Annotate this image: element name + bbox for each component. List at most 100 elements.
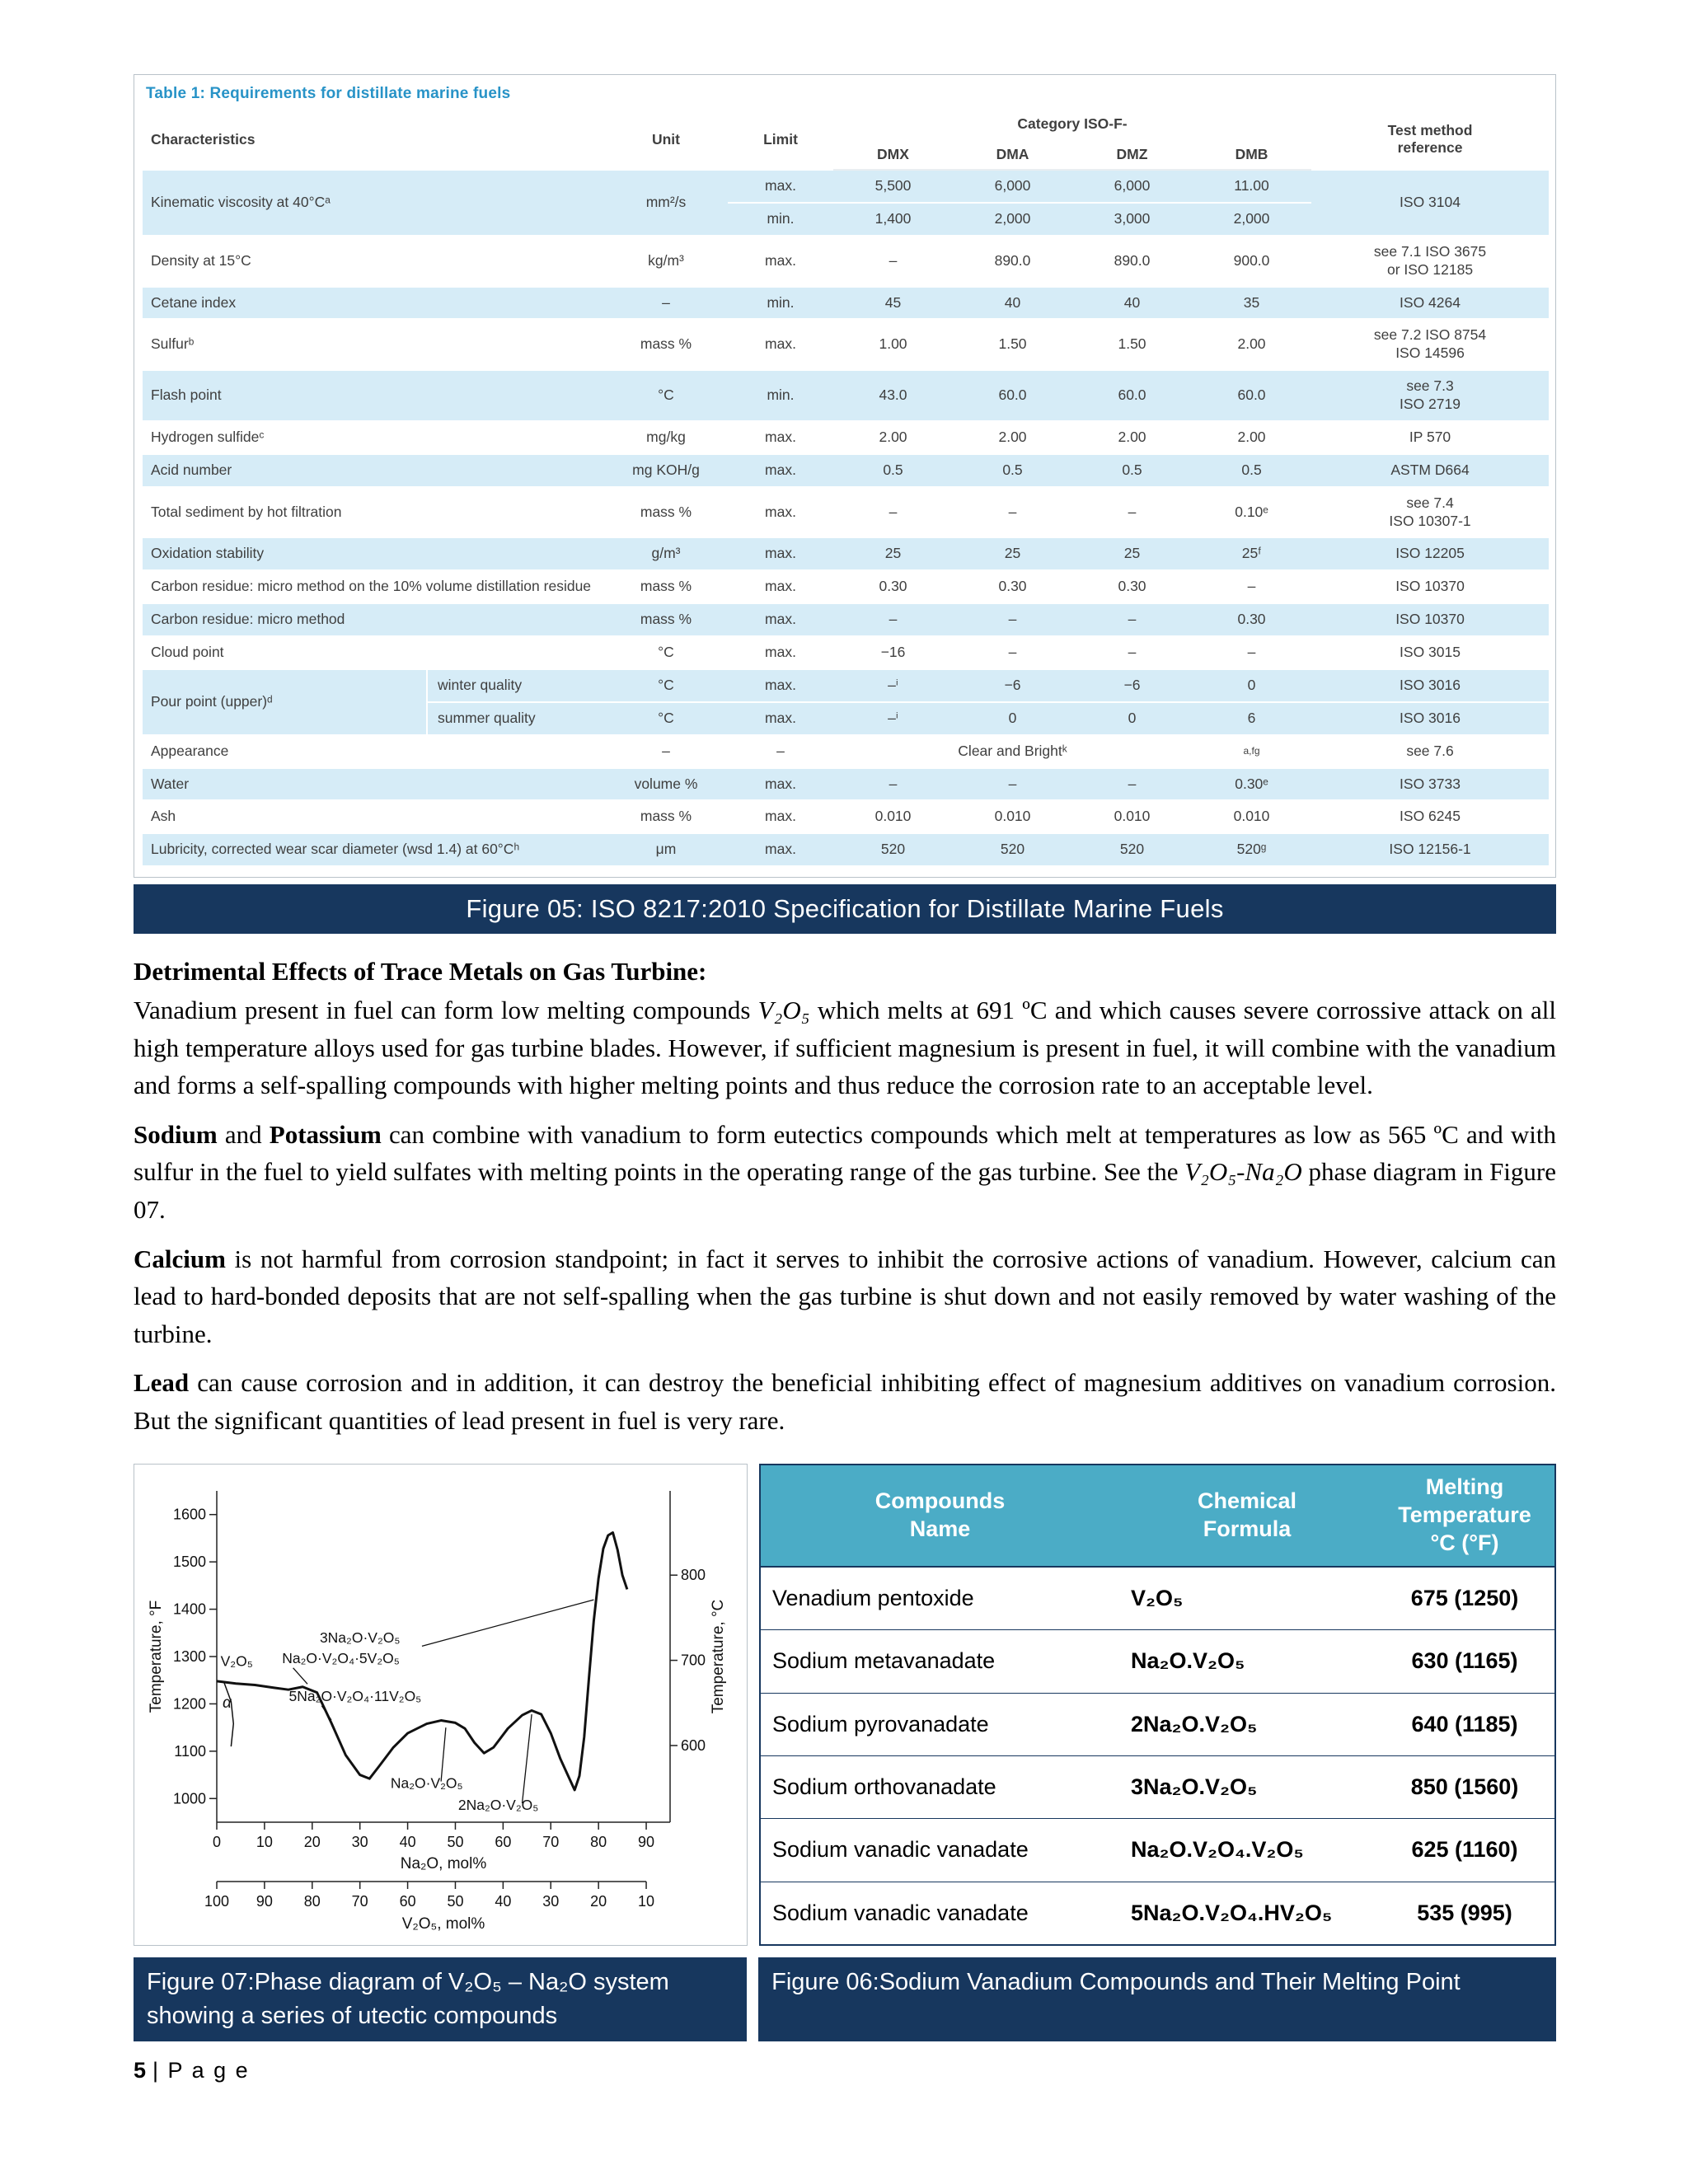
compounds-row: Sodium pyrovanadate 2Na₂O.V₂O₅ 640 (1185) [760, 1692, 1555, 1756]
tick-label: 1100 [174, 1743, 206, 1760]
table-cell: mg KOH/g [604, 453, 728, 487]
tick-label: 800 [681, 1568, 706, 1584]
col-header-compound-name: Compounds Name [760, 1465, 1119, 1568]
chart-annotation: V₂O₅ [221, 1653, 253, 1670]
compound-name: Sodium metavanadate [760, 1629, 1119, 1694]
table-cell: – [1008, 644, 1017, 660]
table-cell: –ⁱ [833, 668, 953, 702]
table-cell: 3,000 [1072, 202, 1192, 236]
text-segment: is not harmful from corrosion standpoint… [134, 1244, 1556, 1348]
table-cell: 0.5 [953, 453, 1072, 487]
table-cell: 25 [953, 537, 1072, 571]
table-row: Pour point (upper)ᵈ winter quality °C max. –… [143, 668, 1550, 735]
table-cell: Clear and Brightᵏ [958, 742, 1067, 759]
col-header-dma: DMA [953, 139, 1072, 171]
paragraph-calcium: Calcium is not harmful from corrosion st… [134, 1240, 1556, 1353]
compound-name: Sodium orthovanadate [760, 1755, 1119, 1819]
x-axis-label-v2o5: V₂O₅, mol% [402, 1915, 485, 1933]
text-segment: V₂O₅ [757, 996, 810, 1025]
tick-label: 0 [213, 1834, 221, 1850]
table-cell: 0 [1072, 701, 1192, 735]
table-cell: Acid number [143, 453, 604, 487]
table-cell: ISO 6245 [1400, 808, 1461, 825]
table-cell: Pour point (upper)ᵈ [143, 668, 427, 735]
table-cell: 25 [833, 537, 953, 571]
table-cell: max. [765, 578, 796, 595]
table-cell: max. [728, 170, 833, 203]
tick-label: 1400 [173, 1601, 206, 1618]
table-cell: mm²/s [604, 170, 728, 236]
table-cell: max. [728, 767, 833, 801]
table-cell: – [833, 603, 953, 636]
chart-annotation: α [223, 1694, 232, 1712]
table-cell: ISO 10370 [1395, 578, 1465, 595]
table-row: Carbon residue: micro method mass % max. – –… [143, 603, 1550, 636]
table-cell: 11.00 [1192, 170, 1312, 203]
page-label: | P a g e [152, 2057, 250, 2083]
annotation-leader-line [521, 1714, 532, 1804]
tick-label: 30 [352, 1834, 368, 1850]
table-cell: ISO 4264 [1311, 286, 1550, 320]
table-cell: Cetane index [143, 286, 604, 320]
table-cell: volume % [604, 767, 728, 801]
table-cell: 1.50 [1118, 335, 1146, 353]
figure06-caption: Figure 06:Sodium Vanadium Compounds and … [758, 1957, 1556, 2041]
table-cell: 0.30 [998, 578, 1027, 595]
table-cell: 0.010 [994, 808, 1031, 825]
table-cell: Sulfurᵇ [151, 335, 195, 353]
table-cell: 1.50 [998, 335, 1027, 353]
table-cell: Hydrogen sulfideᶜ [151, 428, 265, 445]
page-number: 5 [134, 2057, 147, 2083]
table-cell: °C [604, 370, 728, 421]
table-cell: kg/m³ [648, 251, 684, 269]
compounds-row: Venadium pentoxide V₂O₅ 675 (1250) [760, 1566, 1555, 1630]
tick-label: 70 [352, 1893, 368, 1910]
tick-label: 30 [542, 1893, 559, 1910]
table-cell: – [1072, 603, 1192, 636]
table-cell: see 7.2 ISO 8754 ISO 14596 [1373, 326, 1487, 362]
table-row: Sulfurᵇ mass % max. 1.00 1.50 1.50 2.00 see 7.2… [143, 319, 1550, 371]
table-row: min. 1,400 2,000 3,000 2,000 [143, 202, 1550, 236]
tick-label: 40 [495, 1893, 511, 1910]
tick-label: 80 [590, 1834, 607, 1850]
tick-label: 70 [542, 1834, 559, 1850]
table-cell: μm [604, 833, 728, 867]
tick-label: 50 [447, 1893, 463, 1910]
table-row: Cloud point °C max. −16 – – – ISO 3015 [143, 636, 1550, 669]
table-cell: max. [765, 503, 796, 520]
tick-label: 20 [590, 1893, 607, 1910]
table-cell: Lubricity, corrected wear scar diameter … [143, 833, 604, 867]
annotation-leader-line [321, 1705, 332, 1721]
table-cell: 0.010 [1233, 808, 1270, 825]
table-cell: 2.00 [1237, 335, 1266, 353]
tick-label: 90 [638, 1834, 654, 1850]
table-cell: ISO 3104 [1311, 170, 1550, 236]
compounds-row: Sodium orthovanadate 3Na₂O.V₂O₅ 850 (1560) [760, 1755, 1555, 1819]
table-row: Cetane index – min. 45 40 40 35 ISO 4264 [143, 286, 1550, 320]
table-cell: max. [728, 537, 833, 571]
text-segment: Vanadium present in fuel can form low me… [134, 996, 758, 1025]
text-segment: Lead [134, 1368, 190, 1398]
table-cell: – [889, 503, 898, 520]
paragraph-sodium-potassium: Sodium and Potassium can combine with va… [134, 1116, 1556, 1229]
table-cell: Carbon residue: micro method on the 10% … [151, 578, 592, 595]
table-cell: 5,500 [833, 170, 953, 203]
chemical-formula: Na₂O.V₂O₄.V₂O₅ [1119, 1818, 1375, 1882]
table-cell: 2.00 [998, 428, 1027, 445]
table-cell: mass % [640, 808, 692, 825]
table-cell: 0.010 [874, 808, 912, 825]
table-row: Density at 15°C kg/m³ max. – 890.0 890.0 900.0… [143, 236, 1550, 287]
text-segment: Calcium [134, 1244, 226, 1273]
tick-label: 700 [681, 1652, 706, 1669]
col-header-unit: Unit [651, 130, 681, 148]
table-cell: mass % [640, 335, 692, 353]
table-cell: mass % [604, 603, 728, 636]
table-cell: Water [143, 767, 604, 801]
table-row: summer quality °C max. –ⁱ 0 0 6 ISO 3016 [143, 701, 1550, 735]
table-cell: 60.0 [953, 370, 1072, 421]
table-cell: 890.0 [1114, 251, 1151, 269]
text-segment: Potassium [269, 1119, 382, 1149]
table-row: Appearance – – Clear and Brightᵏ a,fg see 7.6 [143, 735, 1550, 768]
table-cell: – [953, 767, 1072, 801]
table-cell: Appearance [151, 742, 229, 759]
